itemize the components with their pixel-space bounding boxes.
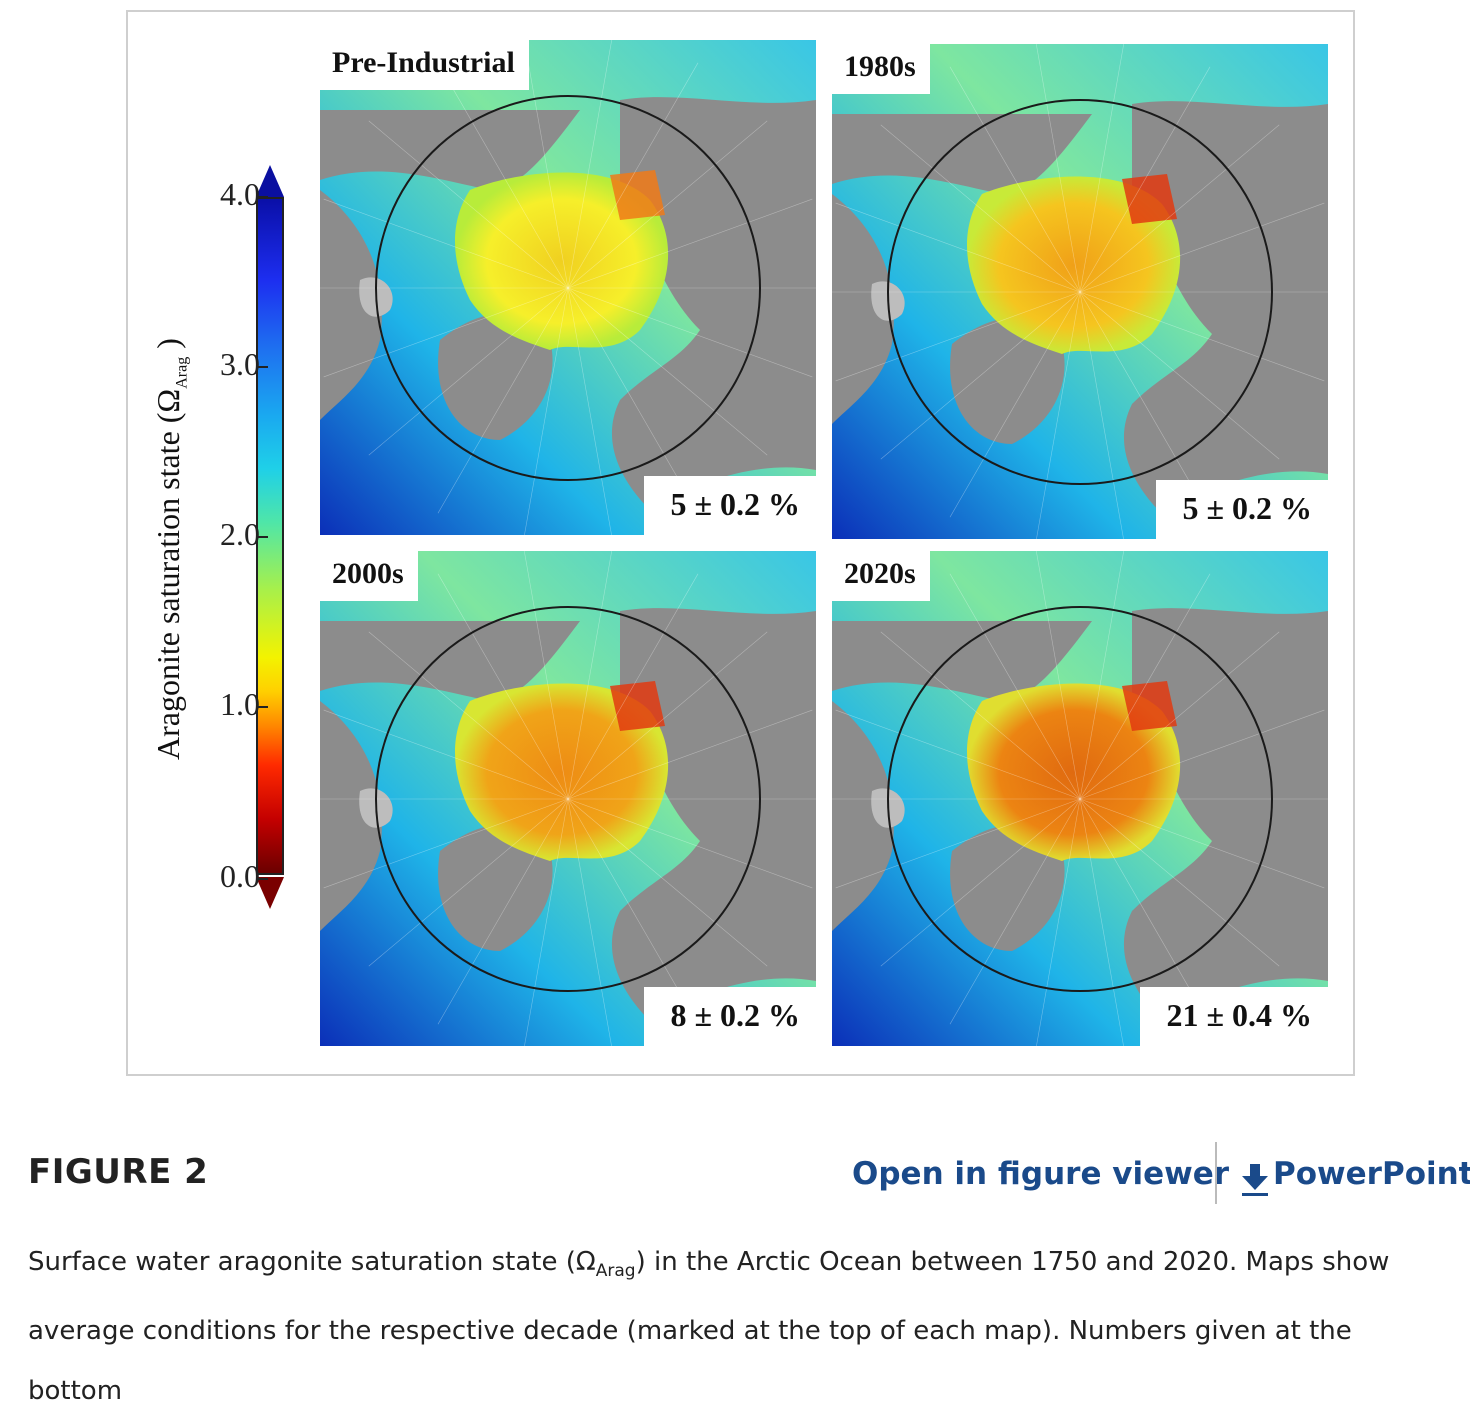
map-panel-preindustrial: Pre-Industrial 5 ± 0.2 %	[320, 40, 816, 535]
colorbar-tick: 1.0	[180, 686, 268, 723]
colorbar-tick: 0.0	[180, 858, 268, 895]
download-icon[interactable]	[1240, 1160, 1270, 1198]
colorbar-max-arrow	[256, 165, 284, 197]
map-panel-1980s: 1980s 5 ± 0.2 %	[832, 44, 1328, 539]
figure-label: FIGURE 2	[28, 1152, 209, 1192]
colorbar-tick: 2.0	[180, 516, 268, 553]
arctic-map	[320, 40, 816, 535]
panel-title: Pre-Industrial	[320, 40, 529, 90]
panel-stat: 5 ± 0.2 %	[644, 476, 816, 535]
link-divider	[1215, 1142, 1217, 1204]
panel-stat: 8 ± 0.2 %	[644, 987, 816, 1046]
open-figure-viewer-link[interactable]: Open in figure viewer	[852, 1156, 1230, 1192]
panel-stat: 21 ± 0.4 %	[1140, 987, 1328, 1046]
arctic-map	[832, 44, 1328, 539]
map-panel-2020s: 2020s 21 ± 0.4 %	[832, 551, 1328, 1046]
colorbar-tick: 3.0	[180, 346, 268, 383]
map-panel-2000s: 2000s 8 ± 0.2 %	[320, 551, 816, 1046]
arctic-map	[320, 551, 816, 1046]
figure-caption: Surface water aragonite saturation state…	[28, 1247, 1390, 1407]
colorbar-tick: 4.0	[180, 176, 268, 213]
colorbar-min-arrow	[256, 877, 284, 909]
panel-title: 2020s	[832, 551, 930, 601]
panel-title: 2000s	[320, 551, 418, 601]
powerpoint-link[interactable]: PowerPoint	[1273, 1156, 1470, 1192]
arctic-map	[832, 551, 1328, 1046]
panel-stat: 5 ± 0.2 %	[1156, 480, 1328, 539]
panel-title: 1980s	[832, 44, 930, 94]
